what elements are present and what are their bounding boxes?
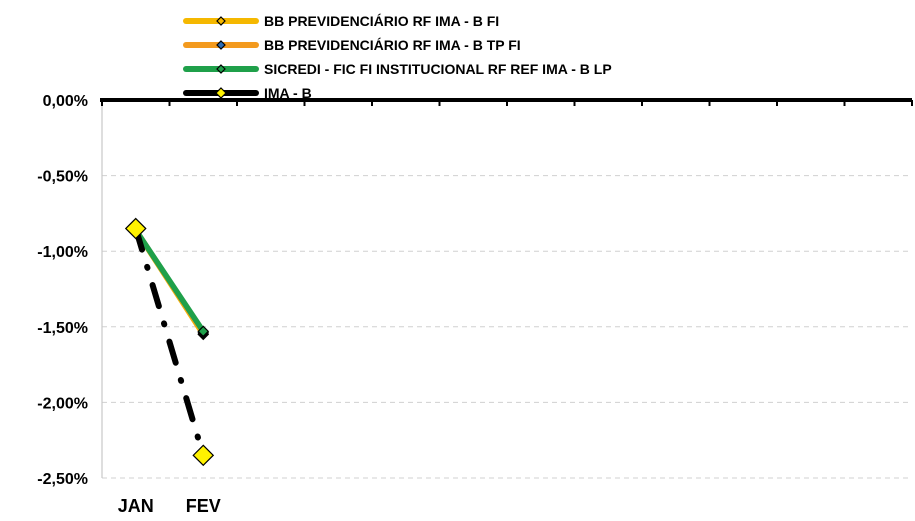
legend-marker	[216, 40, 226, 50]
legend: BB PREVIDENCIÁRIO RF IMA - B FI BB PREVID…	[183, 13, 612, 101]
legend-marker	[216, 64, 226, 74]
legend-item-2: BB PREVIDENCIÁRIO RF IMA - B TP FI	[183, 37, 521, 53]
y-tick-labels: 0,00% -0,50% -1,00% -1,50% -2,00% -2,50%	[37, 93, 88, 488]
data-point	[192, 444, 215, 467]
legend-label: SICREDI - FIC FI INSTITUCIONAL RF REF IM…	[264, 61, 612, 77]
y-tick-label: 0,00%	[43, 93, 88, 110]
legend-item-3: SICREDI - FIC FI INSTITUCIONAL RF REF IM…	[183, 61, 612, 77]
legend-marker	[215, 87, 227, 99]
series-line	[132, 225, 207, 459]
x-tick-label: FEV	[186, 496, 221, 516]
legend-item-1: BB PREVIDENCIÁRIO RF IMA - B FI	[183, 13, 499, 29]
x-tick-labels: JAN FEV	[118, 496, 221, 516]
y-tick-label: -1,00%	[37, 244, 88, 261]
axes	[100, 98, 913, 478]
legend-label: BB PREVIDENCIÁRIO RF IMA - B FI	[264, 13, 499, 29]
series-group	[124, 217, 215, 467]
legend-label: BB PREVIDENCIÁRIO RF IMA - B TP FI	[264, 37, 521, 53]
y-tick-label: -0,50%	[37, 169, 88, 186]
legend-marker	[216, 16, 226, 26]
data-point	[124, 217, 147, 240]
data-point	[197, 325, 210, 338]
legend-item-4: IMA - B	[183, 85, 312, 101]
grid	[102, 175, 912, 479]
y-tick-label: -1,50%	[37, 320, 88, 337]
series-line	[133, 227, 206, 335]
legend-label: IMA - B	[264, 85, 312, 101]
x-tick-label: JAN	[118, 496, 154, 516]
series-4	[124, 217, 215, 467]
y-tick-label: -2,00%	[37, 395, 88, 412]
y-tick-label: -2,50%	[37, 471, 88, 488]
